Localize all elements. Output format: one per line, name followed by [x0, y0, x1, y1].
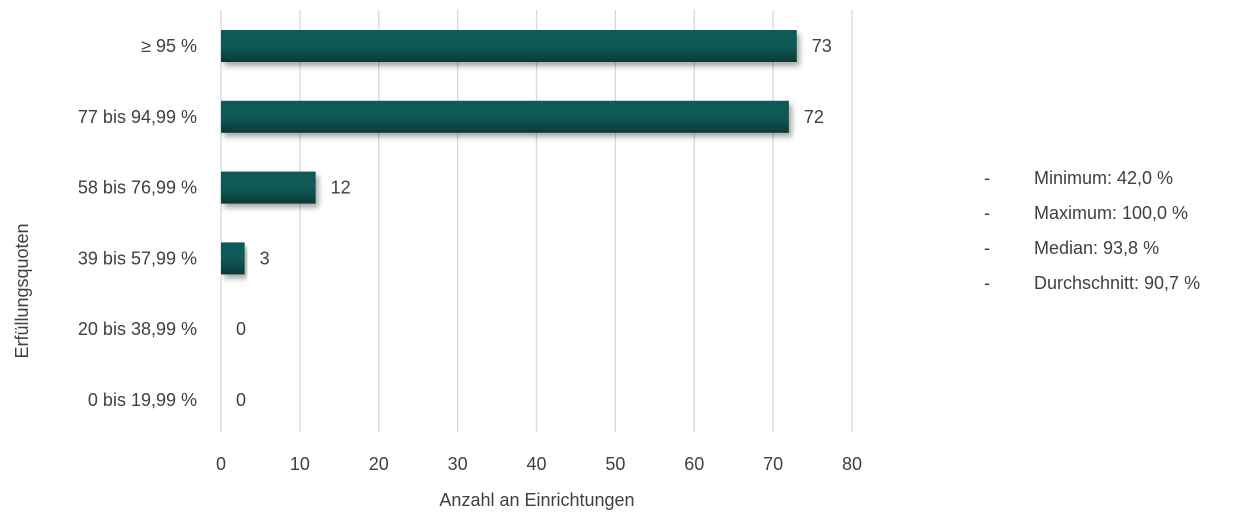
category-label: 39 bis 57,99 % — [78, 248, 197, 268]
stat-minimum-text: Minimum: 42,0 % — [1034, 168, 1174, 188]
bullet-dash: - — [984, 273, 990, 293]
x-tick-label: 70 — [763, 454, 783, 474]
x-axis-title: Anzahl an Einrichtungen — [439, 490, 634, 510]
data-label: 0 — [236, 390, 246, 410]
category-label: 77 bis 94,99 % — [78, 107, 197, 127]
x-tick-label: 30 — [448, 454, 468, 474]
stat-item-average: - Durchschnitt: 90,7 % — [984, 273, 1200, 308]
category-label: 0 bis 19,99 % — [88, 390, 197, 410]
x-tick-label: 60 — [684, 454, 704, 474]
bar — [221, 242, 245, 275]
bullet-dash: - — [984, 203, 990, 223]
stat-item-median: - Median: 93,8 % — [984, 238, 1200, 273]
y-axis-title: Erfüllungsquoten — [12, 223, 32, 358]
summary-statistics: - Minimum: 42,0 % - Maximum: 100,0 % - M… — [984, 168, 1200, 308]
gridlines — [220, 10, 853, 432]
data-label: 73 — [812, 36, 832, 56]
bars — [221, 30, 797, 275]
category-label: 58 bis 76,99 % — [78, 178, 197, 198]
data-label: 12 — [331, 178, 351, 198]
x-tick-label: 0 — [216, 454, 226, 474]
bullet-dash: - — [984, 168, 990, 188]
stat-median-text: Median: 93,8 % — [1034, 238, 1160, 258]
stat-average-text: Durchschnitt: 90,7 % — [1034, 273, 1201, 293]
stat-maximum-text: Maximum: 100,0 % — [1034, 203, 1189, 223]
x-tick-label: 10 — [290, 454, 310, 474]
bullet-dash: - — [984, 238, 990, 258]
category-label: 20 bis 38,99 % — [78, 319, 197, 339]
x-tick-label: 20 — [369, 454, 389, 474]
category-label: ≥ 95 % — [141, 36, 197, 56]
x-tick-label: 50 — [605, 454, 625, 474]
bar — [221, 30, 797, 62]
bar — [221, 100, 789, 133]
bar — [221, 171, 316, 204]
stat-item-minimum: - Minimum: 42,0 % — [984, 168, 1200, 203]
x-tick-label: 80 — [842, 454, 862, 474]
x-tick-label: 40 — [526, 454, 546, 474]
data-label: 3 — [260, 248, 270, 268]
stat-item-maximum: - Maximum: 100,0 % — [984, 203, 1200, 238]
data-label: 0 — [236, 319, 246, 339]
data-label: 72 — [804, 107, 824, 127]
